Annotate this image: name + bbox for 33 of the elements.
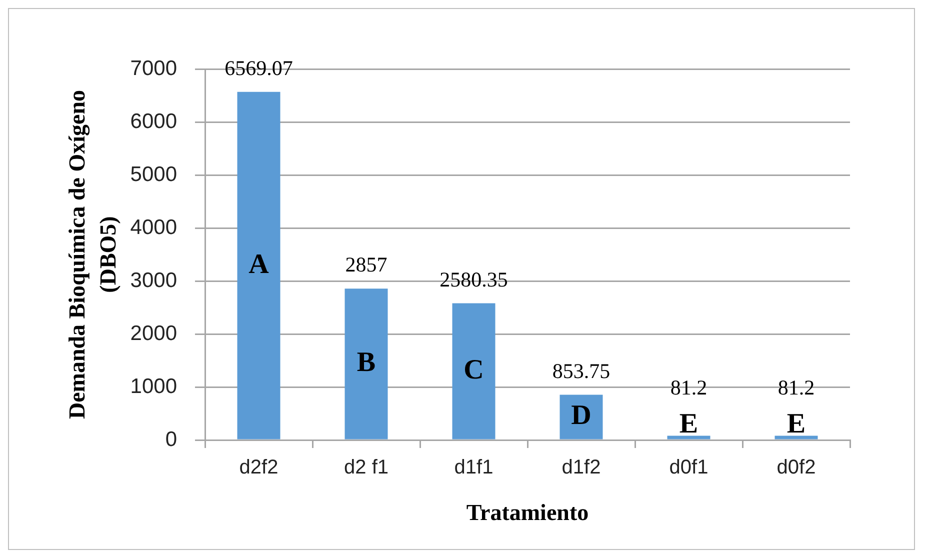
data-label: 6569.07 <box>224 56 293 80</box>
bar <box>452 303 496 440</box>
annotation: E <box>786 408 806 440</box>
x-tick-label: d2 f1 <box>344 456 388 479</box>
bar <box>237 92 280 440</box>
x-tick-label: d1f1 <box>454 456 494 479</box>
x-tick-label: d0f2 <box>776 456 816 479</box>
bar <box>667 436 710 440</box>
y-axis-title: Demanda Bioquímica de Oxígeno (DBO5) <box>64 90 121 420</box>
data-label: 2857 <box>345 252 388 277</box>
x-tick-label: d1f2 <box>562 456 601 479</box>
data-label: 2580.35 <box>440 267 508 292</box>
annotation: E <box>679 408 698 440</box>
bar <box>774 436 818 440</box>
y-tick-label: 0 <box>165 428 177 451</box>
y-tick-label: 6000 <box>130 110 177 133</box>
annotation: A <box>248 248 270 280</box>
y-tick-label: 5000 <box>130 162 177 186</box>
annotation: B <box>356 347 376 378</box>
x-tick-label: d2f2 <box>239 456 278 479</box>
y-tick-label: 7000 <box>130 56 177 80</box>
annotation: C <box>464 354 484 386</box>
x-axis-title: Tratamiento <box>466 500 589 526</box>
y-tick-label: 2000 <box>130 322 177 345</box>
annotation: D <box>571 400 592 432</box>
y-tick-label: 1000 <box>130 374 177 398</box>
x-tick-label: d0f1 <box>669 456 708 479</box>
data-label: 853.75 <box>552 358 610 383</box>
y-tick-label: 4000 <box>130 216 177 239</box>
data-label: 81.2 <box>778 376 815 400</box>
y-tick-label: 3000 <box>130 268 177 292</box>
data-label: 81.2 <box>670 376 708 400</box>
bar <box>344 288 388 440</box>
